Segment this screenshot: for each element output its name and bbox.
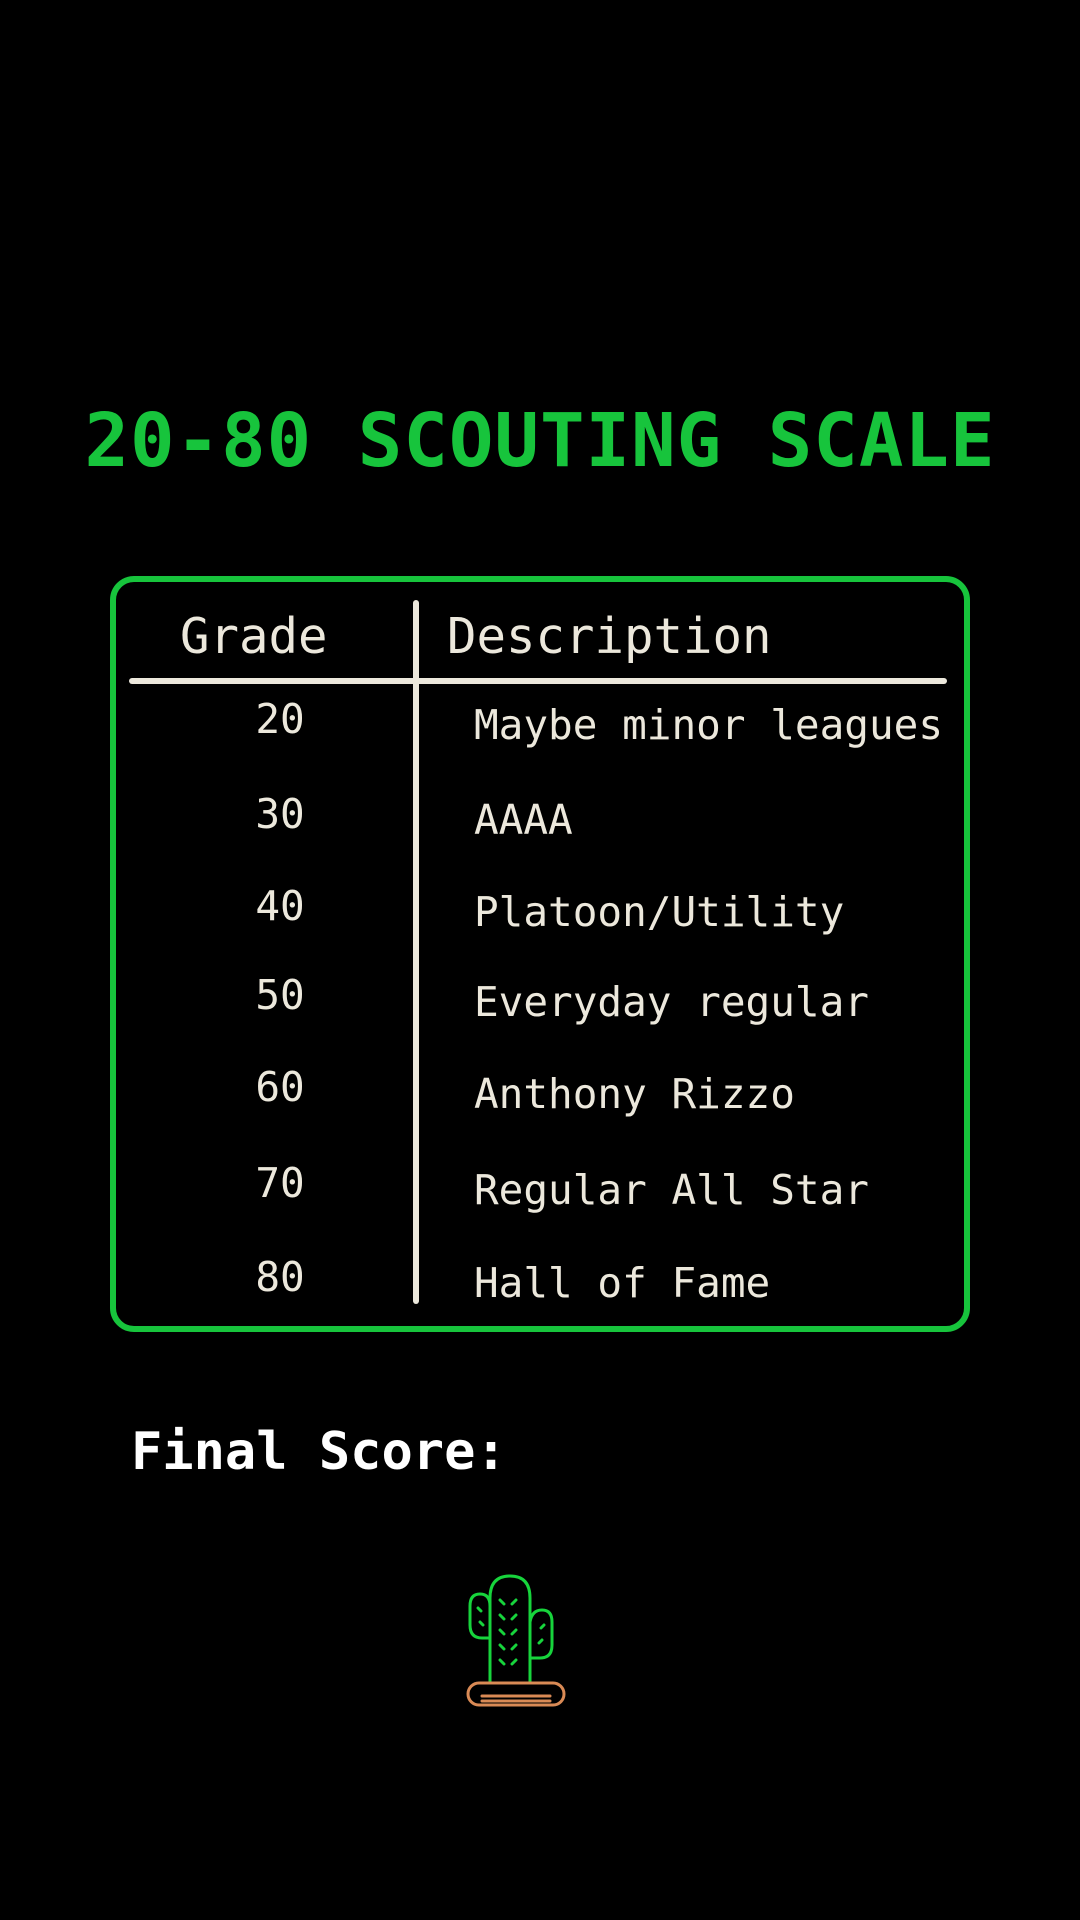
description-cell: Anthony Rizzo <box>474 1070 795 1118</box>
description-cell: AAAA <box>474 796 573 844</box>
header-description: Description <box>447 608 772 665</box>
grade-cell: 70 <box>255 1159 305 1207</box>
grade-cell: 30 <box>255 790 305 838</box>
description-cell: Hall of Fame <box>474 1259 771 1307</box>
grade-cell: 80 <box>255 1253 305 1301</box>
final-score-label: Final Score: <box>131 1422 507 1482</box>
column-divider <box>413 600 419 1304</box>
grade-cell: 40 <box>255 882 305 930</box>
header-grade: Grade <box>180 608 328 665</box>
description-cell: Maybe minor leagues <box>474 701 943 749</box>
description-cell: Everyday regular <box>474 978 869 1026</box>
grade-cell: 20 <box>255 695 305 743</box>
scale-table-frame <box>110 576 970 1332</box>
grade-cell: 50 <box>255 971 305 1019</box>
description-cell: Regular All Star <box>474 1166 869 1214</box>
grade-cell: 60 <box>255 1063 305 1111</box>
page-title: 20-80 SCOUTING SCALE <box>84 398 996 484</box>
cactus-icon <box>460 1570 580 1724</box>
header-divider <box>129 678 947 684</box>
description-cell: Platoon/Utility <box>474 888 845 936</box>
